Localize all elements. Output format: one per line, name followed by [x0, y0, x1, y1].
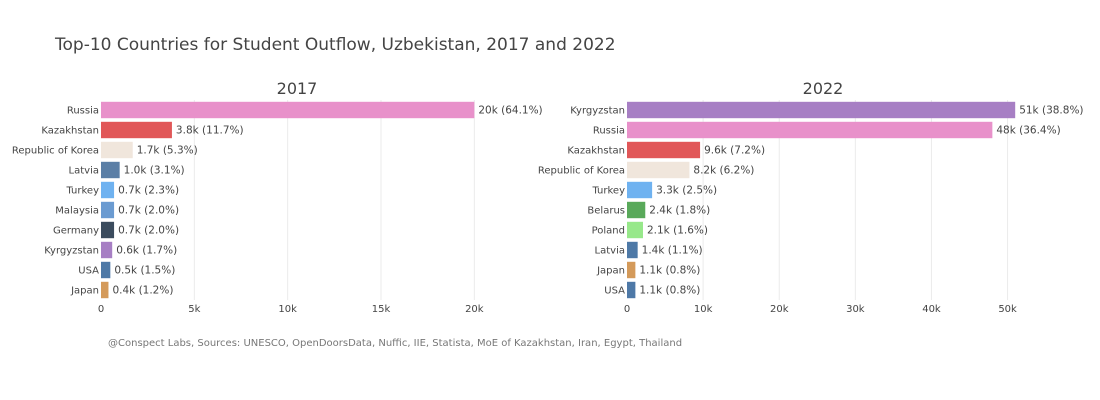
- data-label: 0.7k (2.0%): [118, 225, 179, 237]
- category-label: Kyrgyzstan: [570, 106, 625, 117]
- panel-2017: 2017 0 5k 10k 15k 20k Russia 20k (64.1%) Kazakhs…: [12, 79, 543, 315]
- category-label: Latvia: [69, 166, 99, 177]
- data-label: 0.5k (1.5%): [114, 265, 175, 277]
- data-label: 51k (38.8%): [1019, 105, 1083, 117]
- bar: [627, 281, 636, 299]
- category-label: USA: [78, 266, 99, 277]
- category-label: Belarus: [587, 206, 625, 217]
- data-label: 0.4k (1.2%): [112, 285, 173, 297]
- category-label: Germany: [53, 226, 99, 237]
- category-label: Japan: [70, 286, 99, 297]
- panel-title: 2017: [277, 79, 318, 98]
- panel-2022: 2022 0 10k 20k 30k 40k 50k Kyrgyzstan 51k (38.8%…: [538, 79, 1084, 315]
- category-label: Kyrgyzstan: [44, 246, 99, 257]
- bar: [101, 221, 115, 239]
- bar: [627, 141, 701, 159]
- x-tick-label: 30k: [846, 304, 865, 315]
- category-label: Latvia: [595, 246, 625, 257]
- x-tick-label: 0: [624, 304, 630, 315]
- data-label: 3.3k (2.5%): [656, 185, 717, 197]
- bar: [101, 201, 115, 219]
- bar: [627, 201, 646, 219]
- x-tick-label: 15k: [372, 304, 391, 315]
- category-label: Republic of Korea: [538, 166, 625, 177]
- x-tick-label: 10k: [694, 304, 713, 315]
- x-tick-label: 50k: [998, 304, 1017, 315]
- category-label: Turkey: [65, 186, 99, 197]
- category-label: Russia: [593, 126, 625, 137]
- bar: [627, 101, 1016, 119]
- data-label: 8.2k (6.2%): [693, 165, 754, 177]
- bar: [101, 281, 109, 299]
- category-label: Malaysia: [55, 206, 99, 217]
- data-label: 1.1k (0.8%): [639, 285, 700, 297]
- category-label: Poland: [592, 226, 625, 237]
- category-label: Turkey: [591, 186, 625, 197]
- category-label: Kazakhstan: [41, 126, 99, 137]
- bar: [627, 221, 643, 239]
- bar: [101, 121, 172, 139]
- bar: [101, 181, 115, 199]
- panel-title: 2022: [803, 79, 844, 98]
- data-label: 3.8k (11.7%): [176, 125, 244, 137]
- x-tick-label: 20k: [770, 304, 789, 315]
- data-label: 2.4k (1.8%): [649, 205, 710, 217]
- data-label: 9.6k (7.2%): [704, 145, 765, 157]
- bar: [101, 141, 133, 159]
- data-label: 1.7k (5.3%): [137, 145, 198, 157]
- bar: [627, 181, 653, 199]
- category-label: Kazakhstan: [567, 146, 625, 157]
- x-tick-label: 5k: [188, 304, 200, 315]
- bar: [627, 121, 993, 139]
- bar: [101, 101, 475, 119]
- category-label: Japan: [596, 266, 625, 277]
- bar: [627, 241, 638, 259]
- category-label: Russia: [67, 106, 99, 117]
- bar: [101, 261, 111, 279]
- x-tick-label: 20k: [465, 304, 484, 315]
- chart-title: Top-10 Countries for Student Outflow, Uz…: [54, 35, 616, 55]
- data-label: 0.6k (1.7%): [116, 245, 177, 257]
- bar: [627, 161, 690, 179]
- x-tick-label: 40k: [922, 304, 941, 315]
- data-label: 2.1k (1.6%): [647, 225, 708, 237]
- data-label: 20k (64.1%): [478, 105, 542, 117]
- data-label: 1.0k (3.1%): [124, 165, 185, 177]
- category-label: Republic of Korea: [12, 146, 99, 157]
- data-label: 48k (36.4%): [996, 125, 1060, 137]
- source-note: @Conspect Labs, Sources: UNESCO, OpenDoo…: [108, 338, 682, 349]
- x-tick-label: 0: [98, 304, 104, 315]
- bar: [101, 241, 113, 259]
- data-label: 0.7k (2.3%): [118, 185, 179, 197]
- x-tick-label: 10k: [278, 304, 297, 315]
- data-label: 1.1k (0.8%): [639, 265, 700, 277]
- data-label: 0.7k (2.0%): [118, 205, 179, 217]
- bar: [101, 161, 120, 179]
- category-label: USA: [604, 286, 625, 297]
- bar: [627, 261, 636, 279]
- data-label: 1.4k (1.1%): [642, 245, 703, 257]
